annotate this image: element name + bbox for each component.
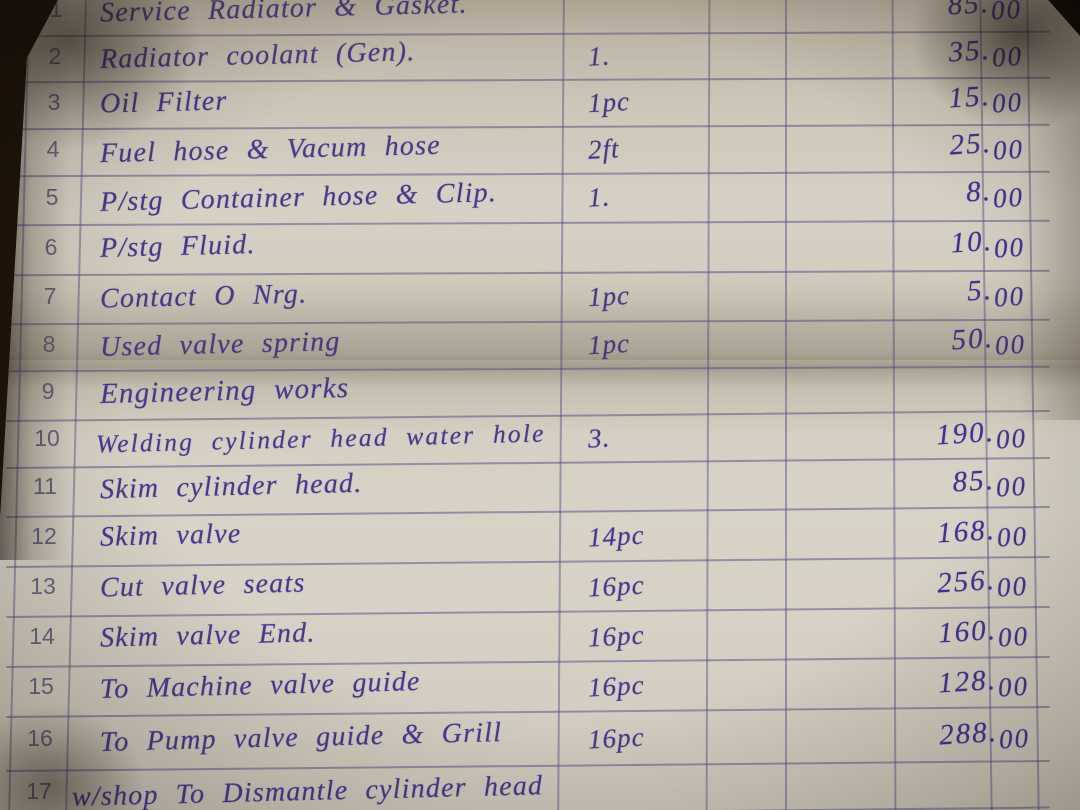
table-row: 16 To Pump valve guide & Grill 16pc 288.… — [0, 711, 1080, 765]
item-description: P/stg Fluid. — [99, 229, 256, 264]
item-quantity — [587, 368, 589, 415]
item-amount-cents — [997, 763, 1049, 810]
item-amount — [797, 759, 1000, 810]
table-row: 5 P/stg Container hose & Clip. 1. 8. 00 — [0, 173, 1080, 222]
item-description: To Pump valve guide & Grill — [99, 717, 503, 758]
row-number: 9 — [41, 378, 55, 404]
item-amount-cents: 00 — [989, 0, 1023, 26]
item-quantity — [587, 765, 590, 810]
item-quantity: 1pc — [587, 279, 631, 313]
table-row: 11 Skim cylinder head. 85. 00 — [0, 462, 1080, 511]
ruled-line-vertical — [785, 0, 787, 810]
item-description: Cut valve seats — [99, 567, 306, 604]
item-description: w/shop To Dismantle cylinder head — [71, 769, 544, 810]
item-description: Skim valve End. — [99, 617, 316, 654]
item-amount-cents — [993, 366, 1044, 416]
row-number: 5 — [45, 184, 59, 210]
row-number: 15 — [28, 672, 54, 699]
item-amount-cents: 00 — [996, 620, 1030, 653]
table-row: 3 Oil Filter 1pc 15. 00 — [0, 79, 1080, 126]
item-description: P/stg Container hose & Clip. — [99, 176, 498, 218]
row-number: 1 — [49, 0, 63, 22]
item-amount-cents: 00 — [991, 133, 1025, 166]
item-quantity: 16pc — [587, 619, 646, 652]
item-description: Fuel hose & Vacum hose — [99, 129, 442, 169]
table-row: 15 To Machine valve guide 16pc 128. 00 — [0, 661, 1080, 711]
item-quantity: 16pc — [587, 721, 646, 754]
item-amount-cents: 00 — [996, 670, 1030, 703]
item-amount-cents: 00 — [990, 86, 1024, 119]
row-number: 4 — [46, 136, 60, 162]
item-quantity: 16pc — [587, 669, 646, 702]
row-number: 2 — [48, 42, 62, 69]
item-quantity: 14pc — [587, 519, 646, 552]
table-row: 4 Fuel hose & Vacum hose 2ft 25. 00 — [0, 126, 1080, 173]
item-amount-cents: 00 — [990, 40, 1024, 73]
item-description: Engineering works — [99, 371, 350, 411]
table-row: 1 Service Radiator & Gasket. 85. 00 — [0, 0, 1080, 33]
item-quantity: 1. — [587, 39, 611, 72]
item-amount-cents: 00 — [995, 520, 1029, 553]
row-number: 10 — [34, 425, 60, 451]
row-number: 13 — [30, 572, 56, 599]
item-quantity — [587, 0, 590, 33]
row-number: 8 — [42, 331, 56, 357]
item-description: To Machine valve guide — [99, 666, 421, 705]
row-number: 12 — [31, 522, 57, 549]
item-amount-cents: 00 — [992, 231, 1026, 264]
row-number: 6 — [44, 233, 58, 260]
item-amount-cents: 00 — [995, 570, 1029, 603]
item-quantity — [587, 222, 590, 272]
table-row: 17 w/shop To Dismantle cylinder head — [0, 765, 1080, 810]
table-row: 7 Contact O Nrg. 1pc 5. 00 — [0, 272, 1080, 321]
item-amount-cents: 00 — [993, 328, 1027, 361]
item-amount-cents: 00 — [994, 470, 1028, 503]
table-row: 14 Skim valve End. 16pc 160. 00 — [0, 611, 1080, 661]
item-quantity: 1pc — [587, 327, 631, 361]
table-row: 8 Used valve spring 1pc 50. 00 — [0, 321, 1080, 368]
item-quantity: 16pc — [587, 569, 646, 602]
item-description: Skim valve — [99, 518, 242, 553]
row-number: 3 — [47, 89, 61, 115]
table-row: 9 Engineering works — [0, 368, 1080, 415]
item-amount-cents: 00 — [997, 722, 1031, 755]
row-number: 7 — [43, 283, 57, 309]
table-row: 2 Radiator coolant (Gen). 1. 35. 00 — [0, 33, 1080, 79]
item-amount-cents: 00 — [994, 422, 1028, 455]
row-number: 16 — [27, 724, 53, 751]
item-quantity: 3. — [587, 422, 611, 454]
row-number: 14 — [29, 622, 55, 649]
item-amount-cents: 00 — [991, 181, 1025, 214]
table-row: 12 Skim valve 14pc 168. 00 — [0, 511, 1080, 561]
item-description: Contact O Nrg. — [99, 277, 308, 315]
table-row: 10 Welding cylinder head water hole 3. 1… — [0, 415, 1080, 462]
item-amount-cents: 00 — [992, 280, 1026, 313]
item-description: Oil Filter — [99, 84, 228, 120]
table-row: 13 Cut valve seats 16pc 256. 00 — [0, 561, 1080, 611]
item-quantity: 2ft — [587, 133, 621, 165]
item-description: Radiator coolant (Gen). — [99, 36, 416, 75]
item-quantity: 1. — [587, 181, 611, 213]
item-description: Skim cylinder head. — [99, 467, 363, 505]
item-description: Used valve spring — [99, 325, 341, 363]
row-number: 17 — [26, 778, 52, 804]
item-quantity — [587, 462, 590, 511]
item-quantity: 1pc — [587, 85, 631, 119]
table-row: 6 P/stg Fluid. 10. 00 — [0, 222, 1080, 272]
row-number: 11 — [33, 473, 57, 499]
